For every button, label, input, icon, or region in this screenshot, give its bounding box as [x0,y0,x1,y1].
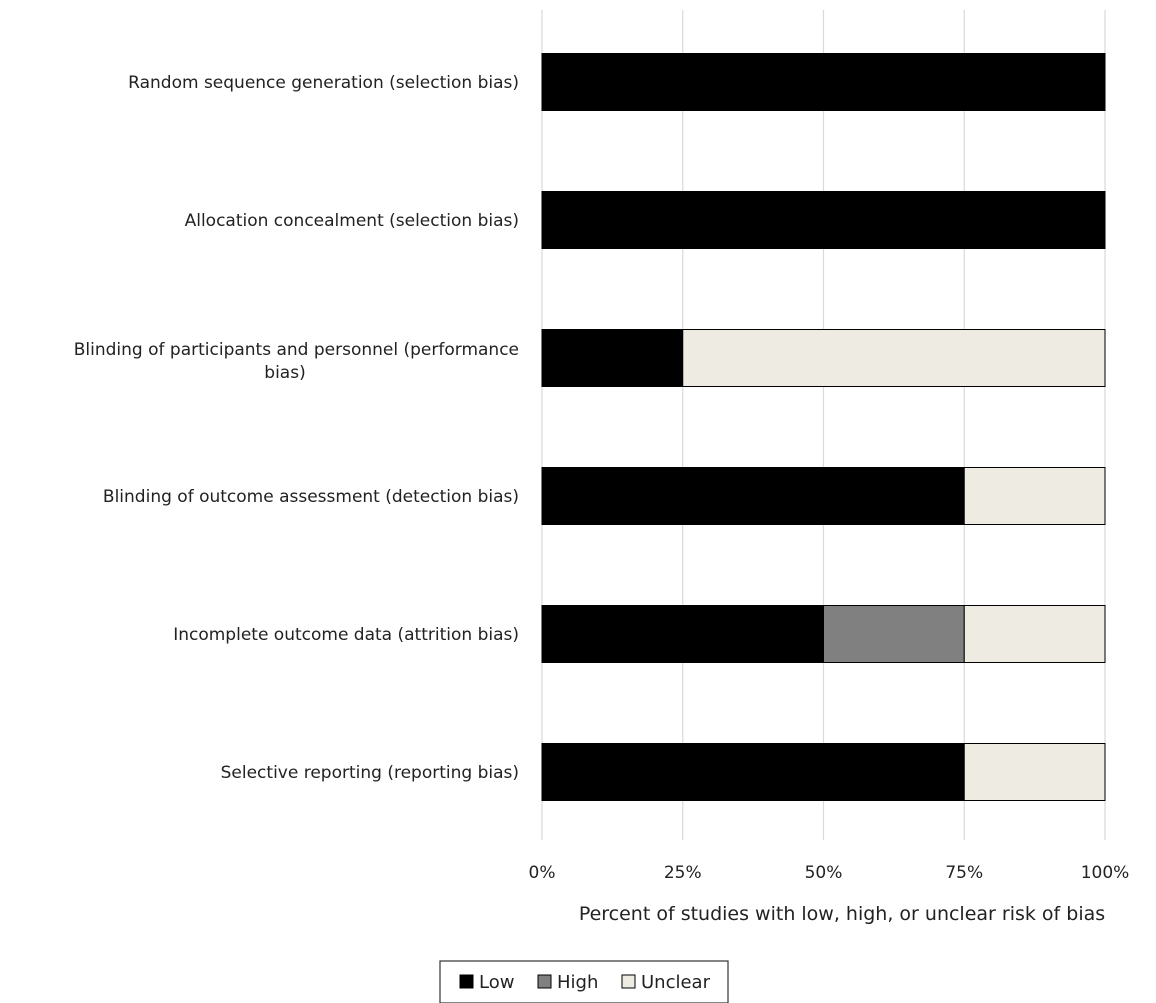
bar-segment-unclear [963,467,1106,525]
bar-segment-low [541,467,965,525]
bar-segment-unclear [682,329,1106,387]
legend-swatch-low [459,974,474,989]
legend-label-low: Low [479,972,514,993]
bar-segment-unclear [963,743,1106,801]
legend-swatch-high [537,974,552,989]
x-tick-label: 25% [664,863,702,883]
legend-box [439,960,729,1003]
category-label: Blinding of outcome assessment (detectio… [103,487,519,507]
bar-segment-low [541,53,1106,111]
x-axis-title: Percent of studies with low, high, or un… [579,903,1105,925]
x-tick-labels: 0% 25% 50% 75% 100% [529,863,1130,883]
legend-label-high: High [557,972,598,993]
bar-segment-low [541,743,965,801]
legend: Low High Unclear [439,960,729,1003]
bar-segment-unclear [963,605,1106,663]
category-label: Allocation concealment (selection bias) [185,211,519,231]
bar-segment-low [541,191,1106,249]
x-tick-label: 0% [529,863,556,883]
legend-swatch-unclear [621,974,636,989]
gridlines [541,10,1106,840]
category-label: Selective reporting (reporting bias) [221,763,519,783]
bars [541,53,1106,801]
bar-segment-low [541,329,684,387]
legend-label-unclear: Unclear [641,972,711,993]
bar-segment-low [541,605,824,663]
x-tick-label: 50% [805,863,843,883]
x-tick-label: 75% [945,863,983,883]
category-label: Incomplete outcome data (attrition bias) [173,625,519,645]
category-label: Random sequence generation (selection bi… [128,73,519,93]
bar-segment-high [823,605,965,663]
category-labels: Random sequence generation (selection bi… [74,73,519,783]
category-label: Blinding of participants and personnel (… [74,340,519,383]
x-tick-label: 100% [1081,863,1130,883]
